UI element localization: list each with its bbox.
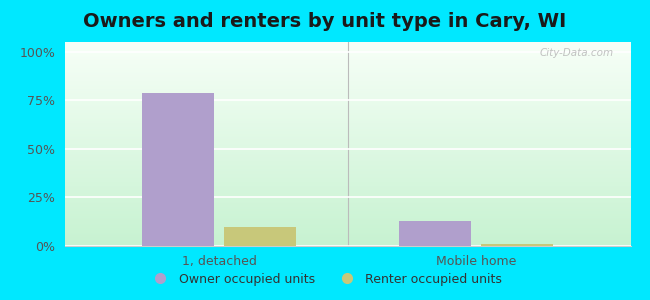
Bar <box>399 221 471 246</box>
Bar <box>142 92 214 246</box>
Bar <box>482 244 553 246</box>
Legend: Owner occupied units, Renter occupied units: Owner occupied units, Renter occupied un… <box>143 268 507 291</box>
Text: Owners and renters by unit type in Cary, WI: Owners and renters by unit type in Cary,… <box>83 12 567 31</box>
Bar <box>224 226 296 246</box>
Text: City-Data.com: City-Data.com <box>540 48 614 58</box>
